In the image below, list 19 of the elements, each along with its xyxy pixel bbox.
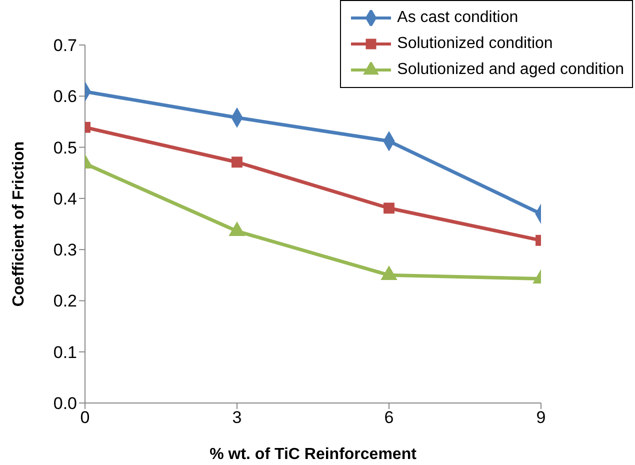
y-tick-label: 0.5 — [53, 138, 77, 158]
y-tick-label: 0.6 — [53, 87, 77, 106]
legend-label: As cast condition — [397, 9, 518, 27]
x-tick-label: 0 — [80, 408, 90, 428]
y-tick-label: 0.4 — [53, 189, 77, 208]
y-tick-label: 0.3 — [53, 240, 77, 260]
y-tick-label: 0.7 — [53, 36, 77, 56]
point — [228, 222, 246, 236]
y-axis-title: Coefficient of Friction — [10, 141, 28, 307]
y-tick-label: 0.0 — [53, 394, 77, 414]
legend-label: Solutionized condition — [397, 35, 553, 53]
y-tick-label: 0.2 — [53, 292, 77, 311]
x-tick-label: 6 — [384, 408, 394, 428]
point — [380, 266, 398, 280]
x-axis-title: % wt. of TiC Reinforcement — [210, 446, 418, 463]
x-tick-label: 3 — [232, 408, 242, 428]
y-tick-label: 0.1 — [53, 342, 77, 362]
legend-label: Solutionized and aged condition — [397, 61, 624, 79]
x-tick-label: 9 — [536, 408, 546, 428]
